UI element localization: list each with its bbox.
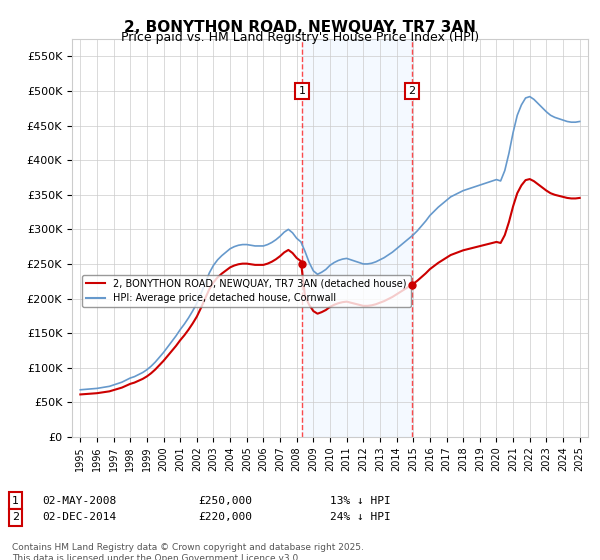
Text: 02-MAY-2008: 02-MAY-2008	[42, 496, 116, 506]
Text: 13% ↓ HPI: 13% ↓ HPI	[330, 496, 391, 506]
Text: 02-DEC-2014: 02-DEC-2014	[42, 512, 116, 522]
Legend: 2, BONYTHON ROAD, NEWQUAY, TR7 3AN (detached house), HPI: Average price, detache: 2, BONYTHON ROAD, NEWQUAY, TR7 3AN (deta…	[82, 274, 410, 307]
Text: Contains HM Land Registry data © Crown copyright and database right 2025.
This d: Contains HM Land Registry data © Crown c…	[12, 543, 364, 560]
Text: 2: 2	[409, 86, 415, 96]
Text: £220,000: £220,000	[198, 512, 252, 522]
Text: 1: 1	[12, 496, 19, 506]
Text: Price paid vs. HM Land Registry's House Price Index (HPI): Price paid vs. HM Land Registry's House …	[121, 31, 479, 44]
Text: 2, BONYTHON ROAD, NEWQUAY, TR7 3AN: 2, BONYTHON ROAD, NEWQUAY, TR7 3AN	[124, 20, 476, 35]
Bar	[302, 39, 412, 437]
Text: £250,000: £250,000	[198, 496, 252, 506]
Text: 24% ↓ HPI: 24% ↓ HPI	[330, 512, 391, 522]
Text: 2: 2	[12, 512, 19, 522]
Text: 1: 1	[299, 86, 306, 96]
